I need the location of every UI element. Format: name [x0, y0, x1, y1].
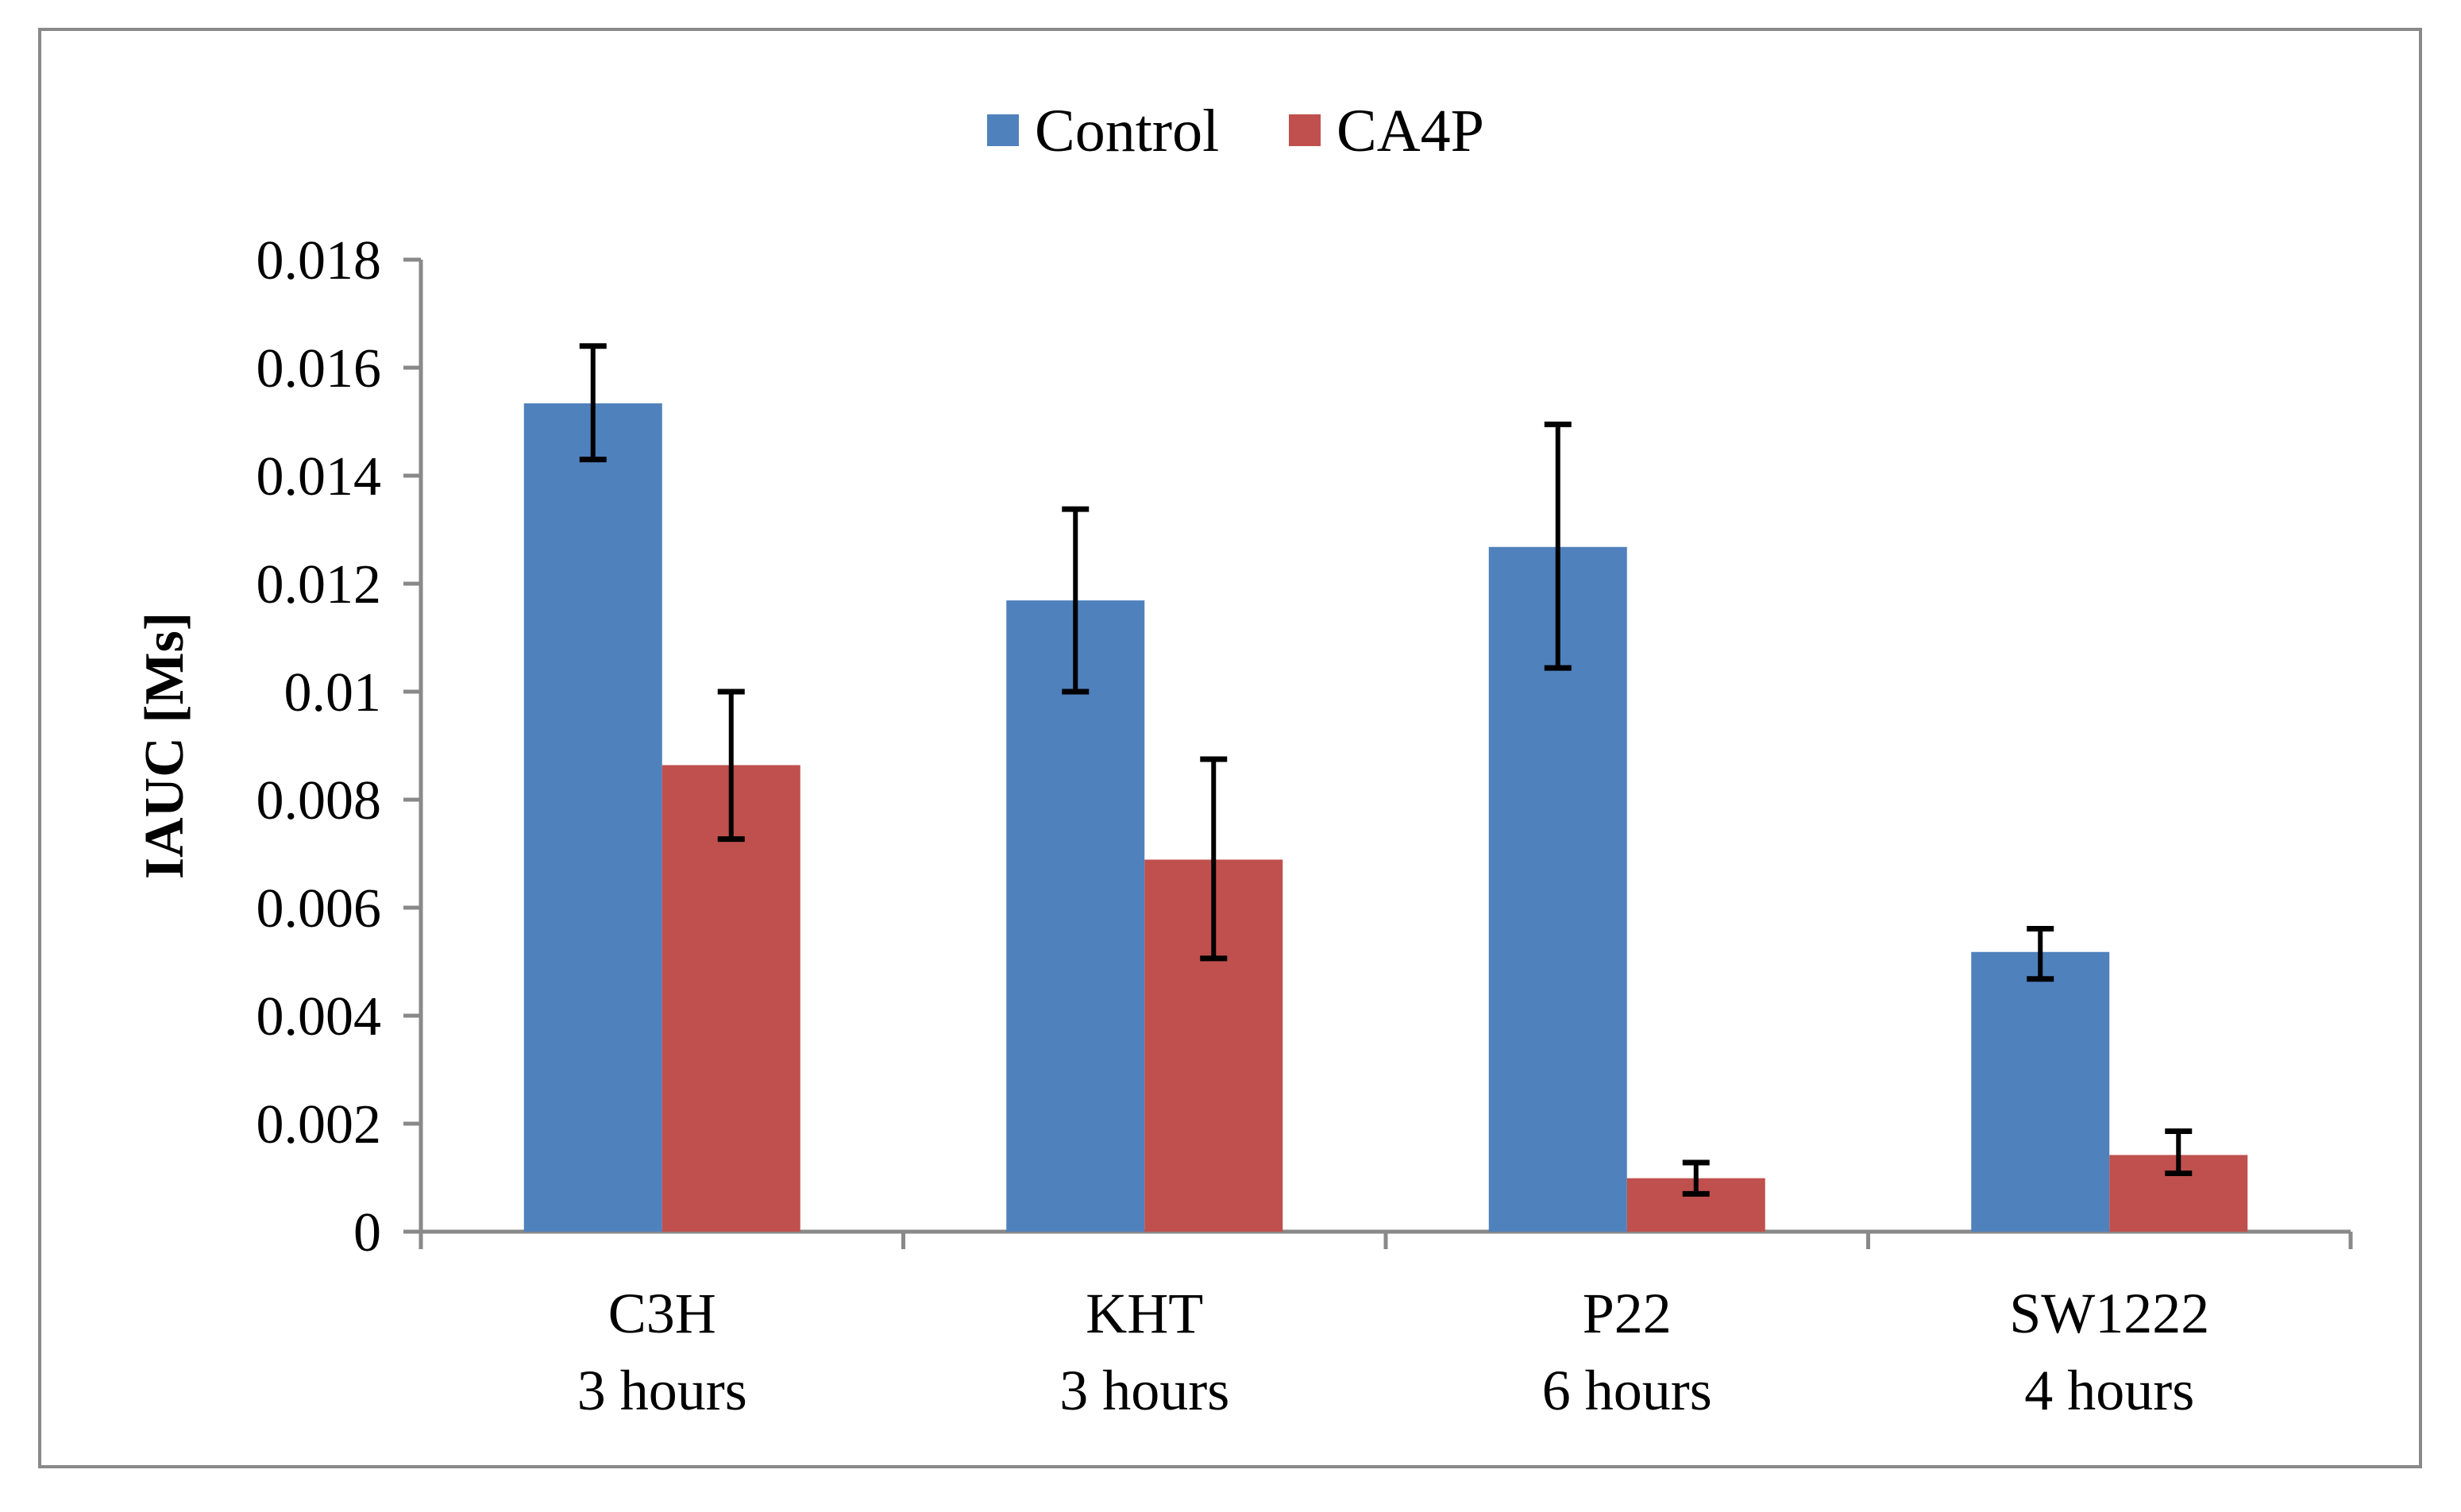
- error-bar: [1682, 1159, 1710, 1197]
- y-tick-label: 0.012: [257, 554, 382, 615]
- y-tick-label: 0.018: [257, 230, 382, 291]
- x-tick-label: KHT: [1086, 1282, 1203, 1345]
- bar-control: [1971, 951, 2110, 1232]
- error-bar: [2027, 926, 2054, 982]
- error-bar: [579, 343, 607, 463]
- error-bar: [2165, 1128, 2193, 1177]
- y-tick-label: 0.016: [257, 338, 382, 399]
- x-tick-label: SW1222: [2009, 1282, 2209, 1345]
- legend-item-control: Control: [987, 98, 1219, 164]
- error-bar: [717, 688, 745, 843]
- y-tick-label: 0.008: [257, 770, 382, 831]
- bar-control: [1006, 600, 1145, 1232]
- x-tick-sublabel: 4 hours: [2024, 1359, 2194, 1422]
- legend-item-ca4p: CA4P: [1289, 98, 1484, 164]
- x-tick-label: C3H: [608, 1282, 716, 1345]
- x-tick-sublabel: 3 hours: [577, 1359, 747, 1422]
- y-axis: 0 0.002 0.004 0.006 0.008 0.01 0.012 0.014 0.016…: [257, 230, 423, 1263]
- y-tick-label: 0.004: [257, 986, 382, 1047]
- y-tick-label: 0.014: [257, 446, 382, 507]
- y-tick-label: 0.01: [284, 662, 382, 723]
- error-bar: [1544, 421, 1572, 671]
- bar-ca4p: [662, 765, 800, 1232]
- x-tick-sublabel: 3 hours: [1059, 1359, 1229, 1422]
- bars: [523, 343, 2248, 1232]
- legend-label: Control: [1035, 98, 1219, 164]
- chart-frame: [38, 28, 2422, 1468]
- x-tick-label: P22: [1583, 1282, 1672, 1345]
- y-axis-label: IAUC [Ms]: [134, 612, 195, 879]
- error-bar: [1062, 506, 1090, 695]
- error-bar: [1200, 756, 1228, 962]
- y-tick-label: 0.006: [257, 878, 382, 939]
- y-tick-label: 0.002: [257, 1094, 382, 1155]
- legend-swatch: [987, 114, 1019, 146]
- bar-control: [523, 403, 662, 1232]
- legend-label: CA4P: [1337, 98, 1484, 164]
- x-tick-sublabel: 6 hours: [1542, 1359, 1712, 1422]
- legend: Control CA4P: [987, 98, 1484, 164]
- y-tick-label: 0: [353, 1202, 381, 1263]
- legend-swatch: [1289, 114, 1321, 146]
